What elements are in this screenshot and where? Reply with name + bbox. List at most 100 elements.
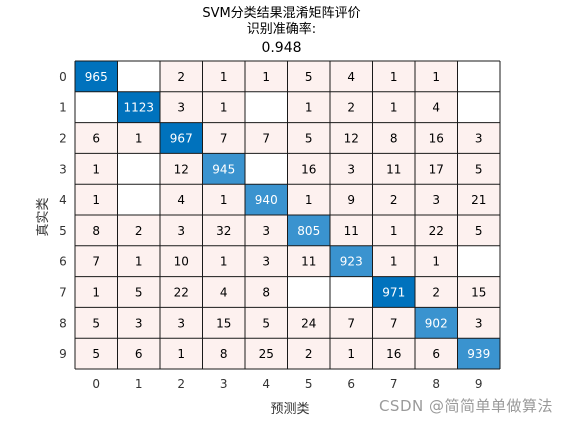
heatmap-cell-r4-c9 bbox=[457, 184, 500, 215]
cell-value-r9-c7: 16 bbox=[386, 347, 401, 361]
heatmap-cell-r8-c8 bbox=[415, 307, 458, 339]
y-tick-label: 6 bbox=[59, 255, 67, 269]
y-tick-label: 1 bbox=[59, 101, 67, 115]
heatmap-cell-r9-c7 bbox=[372, 338, 415, 369]
heatmap-cell-r4-c2 bbox=[160, 184, 203, 215]
y-tick-label: 3 bbox=[59, 162, 67, 176]
heatmap-cell-r3-c2 bbox=[160, 153, 203, 185]
heatmap-cell-r5-c9 bbox=[457, 215, 500, 246]
heatmap-cell-r8-c4 bbox=[245, 307, 288, 339]
heatmap-cell-r8-c2 bbox=[160, 307, 203, 339]
heatmap-cell-r2-c5 bbox=[287, 122, 330, 154]
heatmap-cell-r1-c6 bbox=[330, 91, 373, 123]
heatmap-cell-r9-c4 bbox=[245, 338, 288, 369]
cell-value-r6-c4: 3 bbox=[262, 255, 270, 269]
cell-value-r5-c6: 11 bbox=[344, 224, 359, 238]
heatmap-cell-r9-c3 bbox=[202, 338, 245, 369]
cells-layer bbox=[75, 61, 500, 369]
heatmap-cell-r0-c3 bbox=[202, 61, 245, 92]
cell-value-r5-c2: 3 bbox=[177, 224, 185, 238]
cell-value-r7-c0: 1 bbox=[92, 286, 100, 300]
heatmap-cell-r1-c5 bbox=[287, 91, 330, 123]
cell-value-r2-c9: 3 bbox=[475, 132, 483, 146]
heatmap-cell-r0-c8 bbox=[415, 61, 458, 92]
chart-title-line-1: SVM分类结果混淆矩阵评价 bbox=[202, 6, 361, 21]
cell-value-r6-c0: 7 bbox=[92, 255, 100, 269]
x-tick-label: 8 bbox=[432, 377, 440, 391]
cell-value-r6-c5: 11 bbox=[301, 255, 316, 269]
heatmap-cell-r4-c7 bbox=[372, 184, 415, 215]
cell-value-r4-c0: 1 bbox=[92, 193, 100, 207]
heatmap-cell-r1-c3 bbox=[202, 91, 245, 123]
heatmap-cell-r9-c5 bbox=[287, 338, 330, 369]
cell-value-r5-c9: 5 bbox=[475, 224, 483, 238]
heatmap-cell-r5-c8 bbox=[415, 215, 458, 246]
heatmap-cell-r2-c7 bbox=[372, 122, 415, 154]
heatmap-cell-r9-c0 bbox=[75, 338, 118, 369]
cell-value-r3-c6: 3 bbox=[347, 162, 355, 176]
y-tick-label: 2 bbox=[59, 132, 67, 146]
cell-value-r7-c4: 8 bbox=[262, 286, 270, 300]
heatmap-cell-r7-c3 bbox=[202, 276, 245, 308]
heatmap-cell-r0-c6 bbox=[330, 61, 373, 92]
heatmap-cell-r4-c6 bbox=[330, 184, 373, 215]
cell-value-r5-c5: 805 bbox=[297, 224, 320, 238]
heatmap-cell-r0-c4 bbox=[245, 61, 288, 92]
cell-value-r0-c6: 4 bbox=[347, 70, 355, 84]
cell-value-r3-c5: 16 bbox=[301, 162, 316, 176]
cell-value-r8-c6: 7 bbox=[347, 316, 355, 330]
heatmap-cell-r7-c4 bbox=[245, 276, 288, 308]
y-tick-label: 7 bbox=[59, 286, 67, 300]
cell-value-r3-c3: 945 bbox=[212, 162, 235, 176]
cell-value-r8-c7: 7 bbox=[390, 316, 398, 330]
cell-value-r7-c3: 4 bbox=[220, 286, 228, 300]
cell-value-r3-c8: 17 bbox=[429, 162, 444, 176]
cell-value-r2-c1: 1 bbox=[135, 132, 143, 146]
grid-layer bbox=[74, 60, 501, 370]
cell-value-r0-c3: 1 bbox=[220, 70, 228, 84]
heatmap-cell-r6-c1 bbox=[117, 245, 160, 277]
x-axis-label: 预测类 bbox=[270, 402, 309, 417]
heatmap-cell-r7-c2 bbox=[160, 276, 203, 308]
cell-value-r7-c8: 2 bbox=[432, 286, 440, 300]
heatmap-cell-r5-c3 bbox=[202, 215, 245, 246]
x-tick-label: 6 bbox=[347, 377, 355, 391]
cell-value-r9-c8: 6 bbox=[432, 347, 440, 361]
cell-value-r1-c7: 1 bbox=[390, 101, 398, 115]
y-tick-label: 8 bbox=[59, 316, 67, 330]
heatmap-cell-r5-c6 bbox=[330, 215, 373, 246]
heatmap-cell-r5-c2 bbox=[160, 215, 203, 246]
cell-value-r3-c0: 1 bbox=[92, 162, 100, 176]
cell-value-r5-c4: 3 bbox=[262, 224, 270, 238]
cell-value-r5-c1: 2 bbox=[135, 224, 143, 238]
heatmap-cell-r3-c0 bbox=[75, 153, 118, 185]
heatmap-cell-r3-c3 bbox=[202, 153, 245, 185]
heatmap-cell-r6-c3 bbox=[202, 245, 245, 277]
heatmap-cell-r9-c9 bbox=[457, 338, 500, 369]
heatmap-cell-r1-c9 bbox=[457, 91, 500, 123]
cell-value-r6-c8: 1 bbox=[432, 255, 440, 269]
cell-value-r4-c4: 940 bbox=[255, 193, 278, 207]
cell-value-r8-c2: 3 bbox=[177, 316, 185, 330]
cell-value-r2-c6: 12 bbox=[344, 132, 359, 146]
heatmap-cell-r0-c7 bbox=[372, 61, 415, 92]
heatmap-cell-r2-c1 bbox=[117, 122, 160, 154]
cell-value-r0-c8: 1 bbox=[432, 70, 440, 84]
cell-value-r9-c6: 1 bbox=[347, 347, 355, 361]
cell-value-r4-c9: 21 bbox=[471, 193, 486, 207]
cell-value-r4-c6: 9 bbox=[347, 193, 355, 207]
heatmap-cell-r2-c6 bbox=[330, 122, 373, 154]
cell-value-r4-c2: 4 bbox=[177, 193, 185, 207]
heatmap-cell-r6-c4 bbox=[245, 245, 288, 277]
heatmap-cell-r7-c1 bbox=[117, 276, 160, 308]
cell-value-r5-c0: 8 bbox=[92, 224, 100, 238]
x-tick-label: 2 bbox=[177, 377, 185, 391]
cell-value-r0-c7: 1 bbox=[390, 70, 398, 84]
cell-value-r6-c1: 1 bbox=[135, 255, 143, 269]
heatmap-cell-r7-c0 bbox=[75, 276, 118, 308]
heatmap-cell-r4-c1 bbox=[117, 184, 160, 215]
x-tick-label: 3 bbox=[220, 377, 228, 391]
heatmap-cell-r9-c2 bbox=[160, 338, 203, 369]
heatmap-cell-r2-c4 bbox=[245, 122, 288, 154]
